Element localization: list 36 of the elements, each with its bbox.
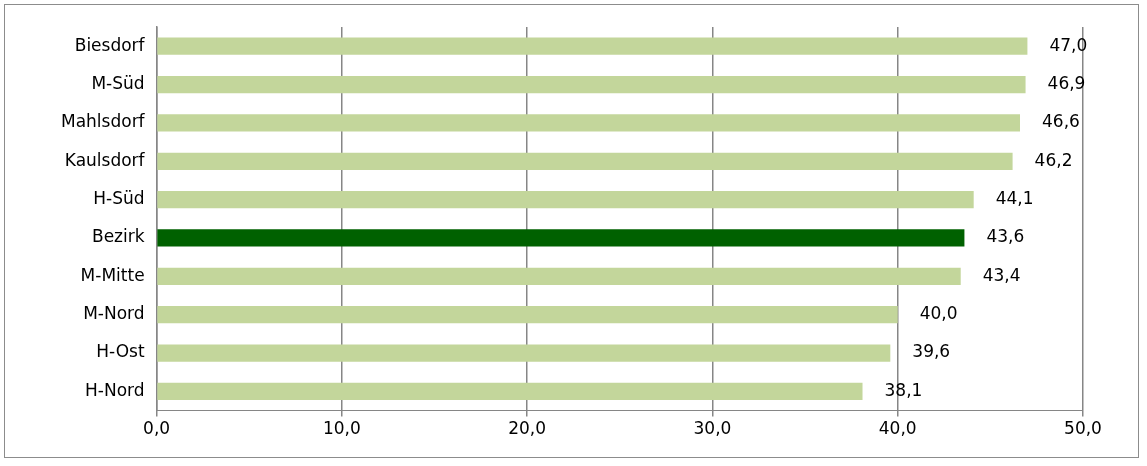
x-tick-label: 20,0	[508, 418, 547, 439]
bar	[157, 190, 974, 209]
y-tick-label: Mahlsdorf	[61, 111, 146, 132]
y-tick-label: M-Süd	[91, 72, 145, 93]
bar	[157, 306, 898, 324]
data-label: 46,9	[1047, 72, 1086, 93]
data-label: 43,4	[982, 264, 1021, 285]
y-tick-label: Biesdorf	[74, 34, 146, 55]
y-tick-label: Bezirk	[92, 226, 145, 247]
bar	[157, 267, 961, 285]
data-label: 38,1	[884, 379, 923, 400]
data-label: 39,6	[912, 341, 951, 362]
x-tick-label: 40,0	[878, 418, 917, 439]
data-label: 40,0	[919, 303, 958, 324]
bar	[157, 344, 891, 362]
x-tick-label: 10,0	[322, 418, 361, 439]
x-tick-label: 0,0	[143, 418, 171, 439]
y-tick-label: H-Ost	[96, 341, 145, 362]
data-label: 46,2	[1034, 149, 1073, 170]
y-tick-label: Kaulsdorf	[64, 149, 146, 170]
x-tick-label: 50,0	[1064, 418, 1102, 439]
y-tick-label: H-Nord	[85, 379, 145, 400]
y-tick-label: H-Süd	[93, 188, 145, 209]
bar	[157, 75, 1026, 94]
y-tick-label: M-Mitte	[80, 264, 145, 285]
y-tick-label: M-Nord	[83, 303, 145, 324]
bar	[157, 37, 1028, 55]
bar	[157, 229, 965, 247]
data-label: 43,6	[986, 226, 1025, 247]
data-label: 44,1	[995, 188, 1034, 209]
data-label: 46,6	[1042, 111, 1080, 132]
x-tick-label: 30,0	[693, 418, 732, 439]
bar	[157, 114, 1021, 132]
bar	[157, 152, 1013, 170]
bar	[157, 382, 863, 401]
data-label: 47,0	[1049, 34, 1088, 55]
